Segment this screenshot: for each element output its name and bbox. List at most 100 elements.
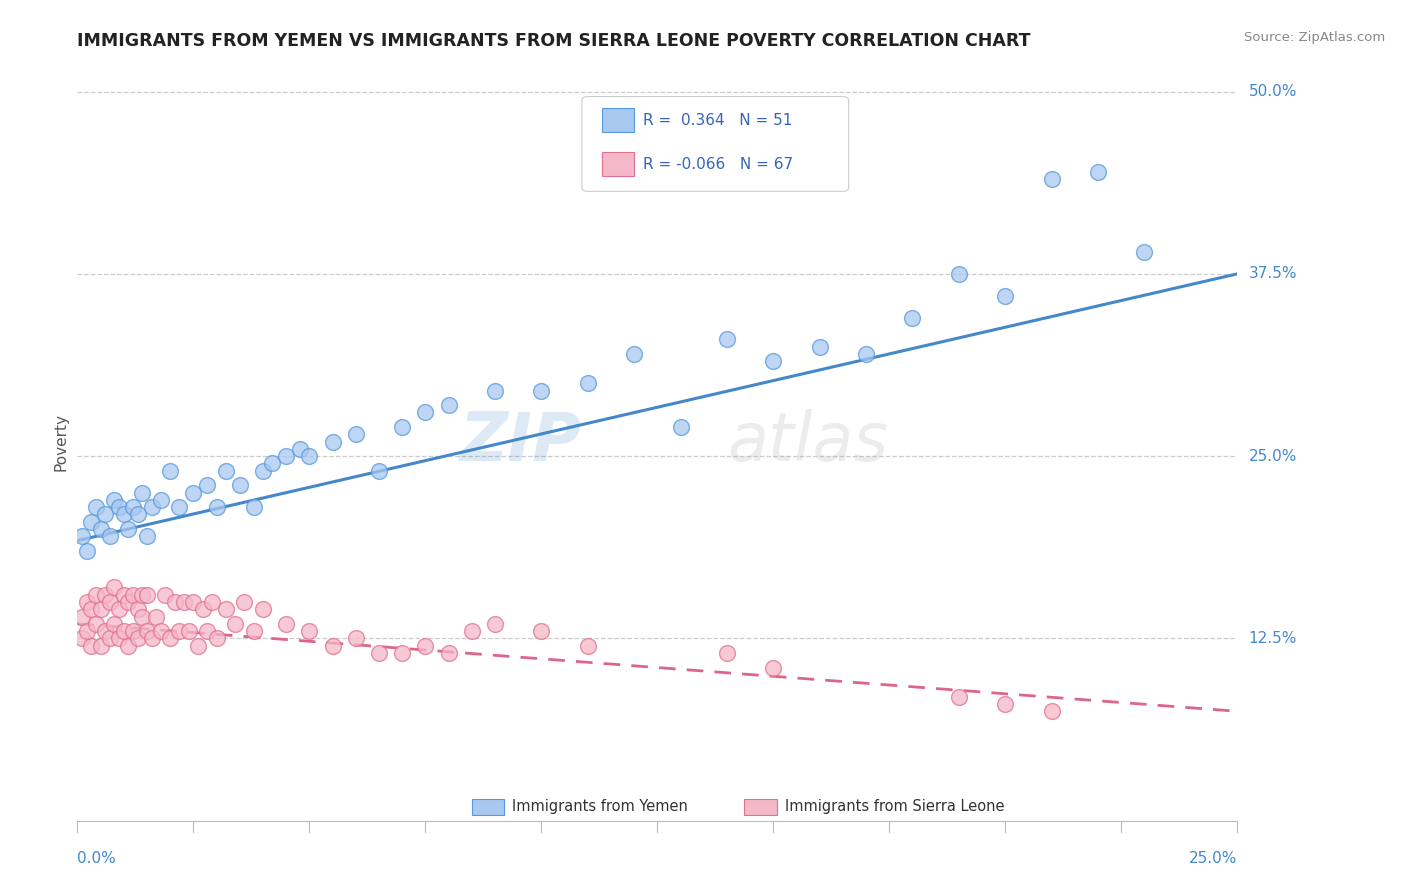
Point xyxy=(224,616,246,631)
Point xyxy=(108,500,131,515)
Point xyxy=(191,602,214,616)
Text: R =  0.364   N = 51: R = 0.364 N = 51 xyxy=(644,112,793,128)
Point xyxy=(70,529,93,543)
Point xyxy=(135,588,157,602)
Point xyxy=(108,632,131,646)
Point xyxy=(368,464,391,478)
Point xyxy=(131,485,153,500)
Point xyxy=(155,588,177,602)
Point xyxy=(76,544,98,558)
Point xyxy=(117,522,139,536)
Point xyxy=(215,602,238,616)
Point xyxy=(159,632,181,646)
Point xyxy=(112,588,135,602)
Point xyxy=(70,609,93,624)
Point xyxy=(461,624,484,639)
Point xyxy=(321,434,344,449)
Text: Immigrants from Yemen: Immigrants from Yemen xyxy=(512,799,688,814)
Point xyxy=(252,602,274,616)
Text: Source: ZipAtlas.com: Source: ZipAtlas.com xyxy=(1244,31,1385,45)
FancyBboxPatch shape xyxy=(602,108,634,132)
Point xyxy=(169,624,191,639)
Text: Immigrants from Sierra Leone: Immigrants from Sierra Leone xyxy=(785,799,1004,814)
Point xyxy=(994,289,1017,303)
Point xyxy=(187,639,209,653)
Point xyxy=(205,500,228,515)
Text: 37.5%: 37.5% xyxy=(1249,267,1296,281)
Point xyxy=(716,333,738,347)
Point xyxy=(112,624,135,639)
Point xyxy=(242,500,264,515)
Point xyxy=(901,310,924,325)
Point xyxy=(80,515,103,529)
Point xyxy=(344,632,367,646)
Point xyxy=(149,492,172,507)
Point xyxy=(1087,165,1109,179)
Text: IMMIGRANTS FROM YEMEN VS IMMIGRANTS FROM SIERRA LEONE POVERTY CORRELATION CHART: IMMIGRANTS FROM YEMEN VS IMMIGRANTS FROM… xyxy=(77,32,1031,50)
Point xyxy=(169,500,191,515)
FancyBboxPatch shape xyxy=(744,799,776,814)
Point xyxy=(762,660,785,674)
Point xyxy=(321,639,344,653)
Point xyxy=(576,376,599,391)
Point xyxy=(530,624,553,639)
Point xyxy=(344,427,367,442)
Point xyxy=(808,340,831,354)
Point xyxy=(242,624,264,639)
Point xyxy=(298,449,321,463)
Point xyxy=(1040,172,1063,186)
Point xyxy=(98,529,121,543)
Text: ZIP: ZIP xyxy=(460,409,582,475)
Point xyxy=(437,398,460,412)
Text: 12.5%: 12.5% xyxy=(1249,631,1296,646)
Point xyxy=(215,464,238,478)
Point xyxy=(159,464,181,478)
Point xyxy=(122,624,145,639)
Point xyxy=(103,580,125,594)
Point xyxy=(141,500,163,515)
Point xyxy=(391,646,413,660)
Point xyxy=(84,500,107,515)
Point xyxy=(90,522,111,536)
Point xyxy=(103,616,125,631)
Point xyxy=(127,508,149,522)
Point xyxy=(122,500,145,515)
Point xyxy=(131,588,153,602)
Point xyxy=(76,595,98,609)
Point xyxy=(112,508,135,522)
Point xyxy=(233,595,256,609)
Point xyxy=(413,639,436,653)
Point xyxy=(183,595,205,609)
Point xyxy=(84,588,107,602)
Y-axis label: Poverty: Poverty xyxy=(53,412,69,471)
Point xyxy=(195,624,218,639)
Text: 25.0%: 25.0% xyxy=(1189,851,1237,866)
Point xyxy=(368,646,391,660)
Text: 25.0%: 25.0% xyxy=(1249,449,1296,464)
Point xyxy=(716,646,738,660)
Point xyxy=(530,384,553,398)
Point xyxy=(484,384,506,398)
Text: 50.0%: 50.0% xyxy=(1249,84,1296,99)
Point xyxy=(149,624,172,639)
Point xyxy=(948,690,970,704)
Point xyxy=(994,697,1017,711)
Point xyxy=(623,347,645,361)
FancyBboxPatch shape xyxy=(582,96,849,191)
Point xyxy=(201,595,224,609)
Point xyxy=(76,624,98,639)
Point xyxy=(117,639,139,653)
FancyBboxPatch shape xyxy=(472,799,505,814)
Point xyxy=(122,588,145,602)
Point xyxy=(103,492,125,507)
Point xyxy=(484,616,506,631)
Point xyxy=(228,478,252,492)
Point xyxy=(288,442,311,456)
Point xyxy=(274,616,298,631)
Point xyxy=(391,420,413,434)
Point xyxy=(948,267,970,281)
Text: atlas: atlas xyxy=(727,409,889,475)
Point xyxy=(274,449,298,463)
Point xyxy=(1040,704,1063,718)
Point xyxy=(437,646,460,660)
